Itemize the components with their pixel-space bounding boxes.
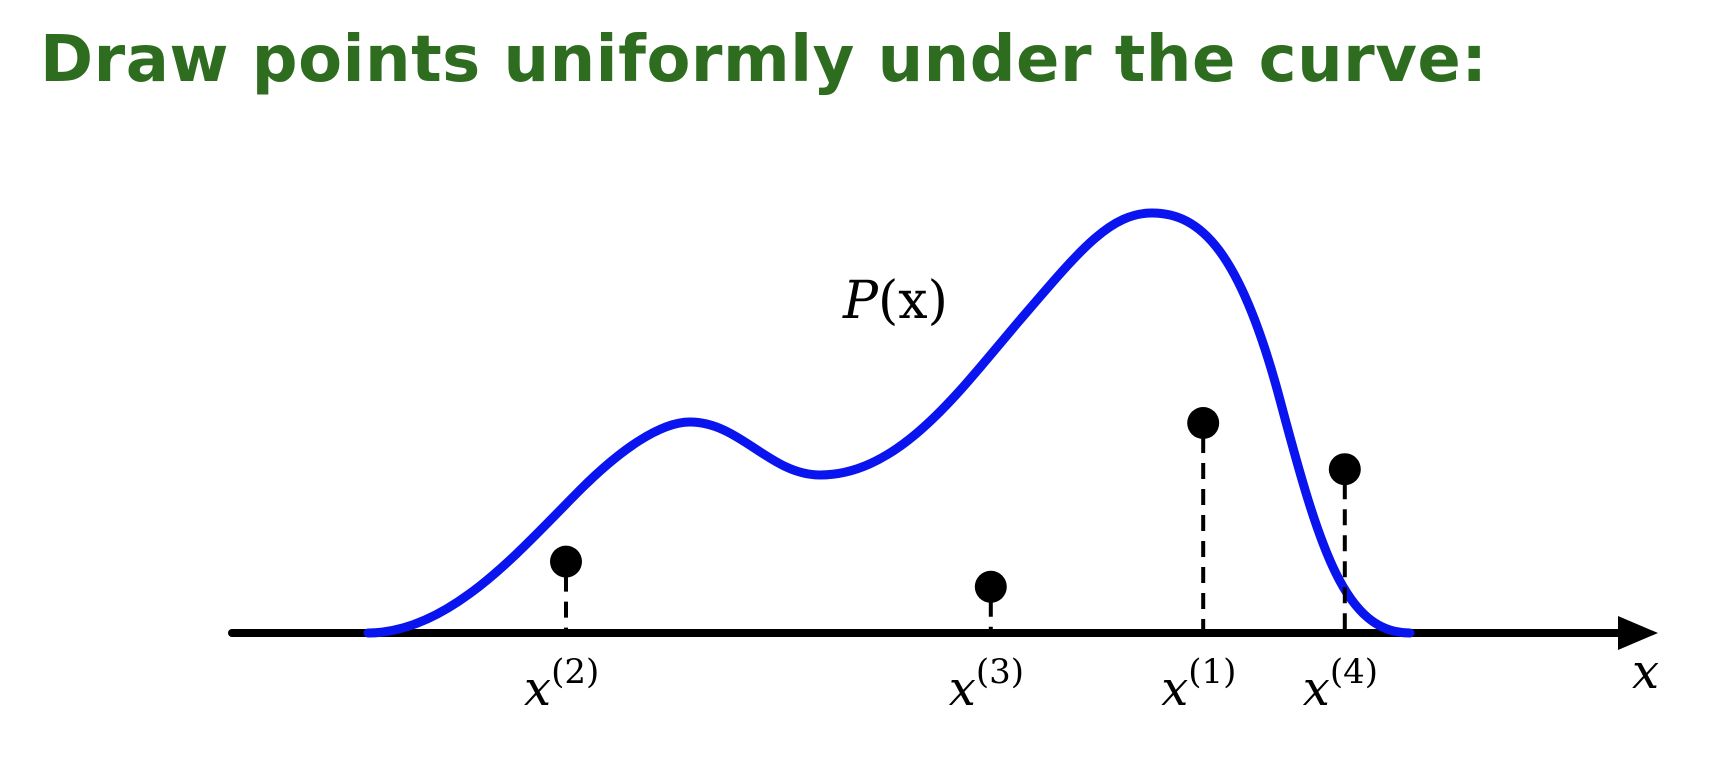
sample-point-group: x(1): [1161, 407, 1236, 717]
x-axis-label: x: [1632, 644, 1659, 700]
sample-label: x(4): [1303, 652, 1378, 717]
sample-points: x(2) x(3) x(1) x(4): [524, 407, 1378, 717]
sample-point-group: x(4): [1303, 453, 1378, 717]
sample-point: [1328, 453, 1361, 486]
x-axis-arrowhead: [1618, 616, 1658, 650]
sample-point: [550, 545, 582, 578]
sample-point-group: x(2): [524, 545, 599, 717]
sample-point: [974, 570, 1007, 603]
sample-label: x(2): [524, 652, 599, 717]
density-curve: [363, 208, 1415, 638]
curve-label: P(x): [842, 271, 948, 331]
sample-label: x(3): [949, 652, 1024, 717]
sample-point-group: x(3): [949, 570, 1024, 717]
sample-point: [1187, 407, 1220, 439]
sample-label: x(1): [1161, 652, 1236, 717]
slide-title: Draw points uniformly under the curve:: [40, 23, 1488, 97]
